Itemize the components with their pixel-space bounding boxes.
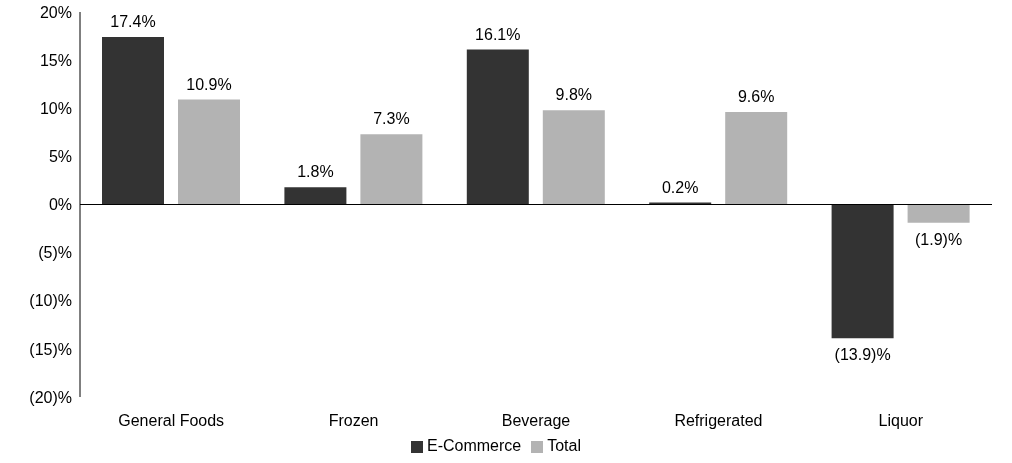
svg-text:(10)%: (10)% [29,292,72,309]
svg-text:10%: 10% [40,100,72,117]
svg-text:7.3%: 7.3% [373,110,409,127]
svg-text:Beverage: Beverage [502,412,571,429]
svg-text:Frozen: Frozen [329,412,379,429]
svg-text:0%: 0% [49,196,72,213]
svg-text:(20)%: (20)% [29,389,72,406]
svg-text:16.1%: 16.1% [475,26,520,43]
svg-text:5%: 5% [49,148,72,165]
svg-text:(15)%: (15)% [29,341,72,358]
html-text:Total: Total [547,437,581,454]
svg-text:9.6%: 9.6% [738,88,774,105]
svg-text:1.8%: 1.8% [297,163,333,180]
svg-text:15%: 15% [40,52,72,69]
svg-text:0.2%: 0.2% [662,179,698,196]
svg-text:General Foods: General Foods [118,412,224,429]
svg-text:10.9%: 10.9% [186,76,231,93]
svg-text:Liquor: Liquor [879,412,924,429]
svg-text:20%: 20% [40,4,72,21]
svg-text:(1.9)%: (1.9)% [915,231,962,248]
svg-text:Refrigerated: Refrigerated [674,412,762,429]
svg-text:17.4%: 17.4% [110,13,155,30]
svg-text:9.8%: 9.8% [556,86,592,103]
svg-text:(5)%: (5)% [38,244,72,261]
svg-text:(13.9)%: (13.9)% [835,346,891,363]
html-text:E-Commerce: E-Commerce [427,437,522,454]
